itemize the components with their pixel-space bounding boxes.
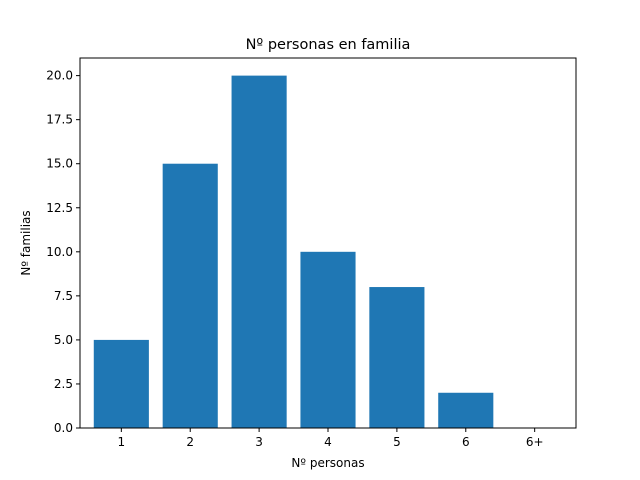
- bar-2: [162, 163, 218, 428]
- y-axis: 0.0 2.5 5.0 7.5 10.0 12.5 15.0 17.5 20.0: [46, 69, 80, 435]
- y-tick-label: 0.0: [54, 421, 73, 435]
- bar-4: [300, 251, 356, 428]
- x-axis: 1 2 3 4 5 6 6+: [118, 428, 544, 449]
- chart-title: Nº personas en familia: [246, 37, 411, 53]
- x-tick-label: 2: [186, 435, 194, 449]
- bar-3: [231, 75, 287, 428]
- bar-1: [93, 339, 149, 428]
- bar-6: [438, 392, 494, 428]
- x-tick-label: 3: [255, 435, 263, 449]
- y-tick-label: 7.5: [54, 289, 73, 303]
- y-tick-label: 2.5: [54, 377, 73, 391]
- x-tick-label: 1: [118, 435, 126, 449]
- bars-group: [93, 75, 494, 428]
- x-tick-label: 6+: [526, 435, 544, 449]
- y-tick-label: 17.5: [46, 113, 73, 127]
- y-tick-label: 20.0: [46, 69, 73, 83]
- x-tick-label: 4: [324, 435, 332, 449]
- y-tick-label: 15.0: [46, 157, 73, 171]
- x-tick-label: 5: [393, 435, 401, 449]
- y-tick-label: 10.0: [46, 245, 73, 259]
- x-tick-label: 6: [462, 435, 470, 449]
- y-tick-label: 5.0: [54, 333, 73, 347]
- x-axis-title: Nº personas: [291, 456, 364, 470]
- bar-5: [369, 287, 425, 428]
- y-axis-title: Nº familias: [19, 210, 33, 275]
- y-tick-label: 12.5: [46, 201, 73, 215]
